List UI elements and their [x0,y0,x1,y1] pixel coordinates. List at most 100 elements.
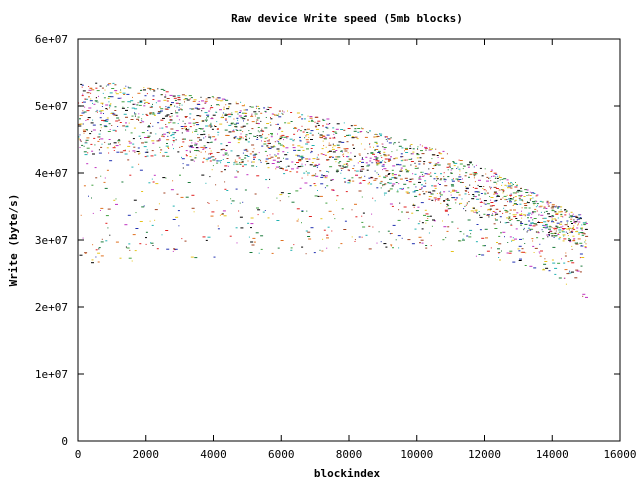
data-point [474,181,476,183]
data-point [411,243,415,245]
data-point [374,170,376,172]
data-point [150,122,151,124]
data-point [91,184,94,186]
data-point [306,132,309,133]
data-point [184,116,188,117]
data-point [519,215,523,216]
data-point [265,160,268,162]
data-point [95,82,98,84]
data-point [390,233,392,235]
data-point [486,214,490,216]
data-point [525,192,529,193]
data-point [202,161,205,163]
data-point [82,237,84,239]
data-point [107,84,110,86]
data-point [566,220,569,222]
data-point [92,119,94,121]
data-point [330,179,333,181]
data-point [322,120,325,121]
data-point [427,173,431,175]
data-point [443,179,447,181]
data-point [453,162,455,164]
data-point [545,267,549,269]
data-point [563,262,566,264]
data-point [279,144,283,146]
data-point [565,231,567,233]
data-point [232,130,235,132]
data-point [368,225,371,227]
data-point [94,167,97,169]
data-point [557,233,559,234]
data-point [379,182,382,184]
data-point [535,195,538,197]
data-point [484,168,486,170]
data-point [180,196,184,198]
data-point [144,156,147,158]
data-point [456,191,460,193]
data-point [568,239,572,241]
data-point [447,176,450,178]
data-point [308,158,311,160]
data-point [246,174,249,176]
data-point [108,139,111,140]
data-point [426,173,429,175]
data-point [290,249,293,251]
data-point [162,155,165,157]
data-point [381,165,385,167]
data-point [490,186,492,188]
data-point [397,235,401,237]
data-point [266,162,270,164]
data-point [367,153,369,155]
data-point [111,88,115,89]
data-point [201,100,204,102]
data-point [168,122,171,123]
data-point [512,192,516,194]
data-point [439,192,442,194]
data-point [533,218,537,219]
data-point [476,224,479,225]
data-point [166,132,169,134]
data-point [380,155,382,157]
data-point [181,94,185,96]
data-point [299,156,303,158]
data-point [571,262,575,264]
data-point [108,152,110,154]
data-point [270,156,274,158]
data-point [508,218,510,220]
data-point [421,153,425,155]
data-point [371,162,373,164]
data-point [376,163,380,165]
data-point [287,165,290,167]
data-point [541,229,543,231]
data-point [494,211,497,213]
data-point [113,199,116,201]
data-point [214,139,217,141]
data-point [121,101,125,103]
data-point [214,126,217,127]
data-point [112,129,116,131]
data-point [573,227,574,228]
data-point [326,159,329,161]
data-point [383,192,387,194]
data-point [362,226,366,228]
data-point [326,127,329,129]
data-point [303,172,306,174]
data-point [433,197,437,199]
data-point [457,179,458,181]
data-point [263,143,267,145]
data-point [282,169,284,171]
data-point [216,160,219,162]
data-point [332,190,335,191]
data-point [152,112,155,114]
data-point [79,254,83,256]
data-point [369,157,372,159]
data-point [420,171,423,173]
data-point [97,136,100,138]
data-point [182,141,185,143]
data-point [91,197,92,199]
data-point [172,132,175,134]
data-point [443,176,445,178]
data-point [172,205,175,207]
data-point [512,183,513,185]
data-point [520,223,524,224]
